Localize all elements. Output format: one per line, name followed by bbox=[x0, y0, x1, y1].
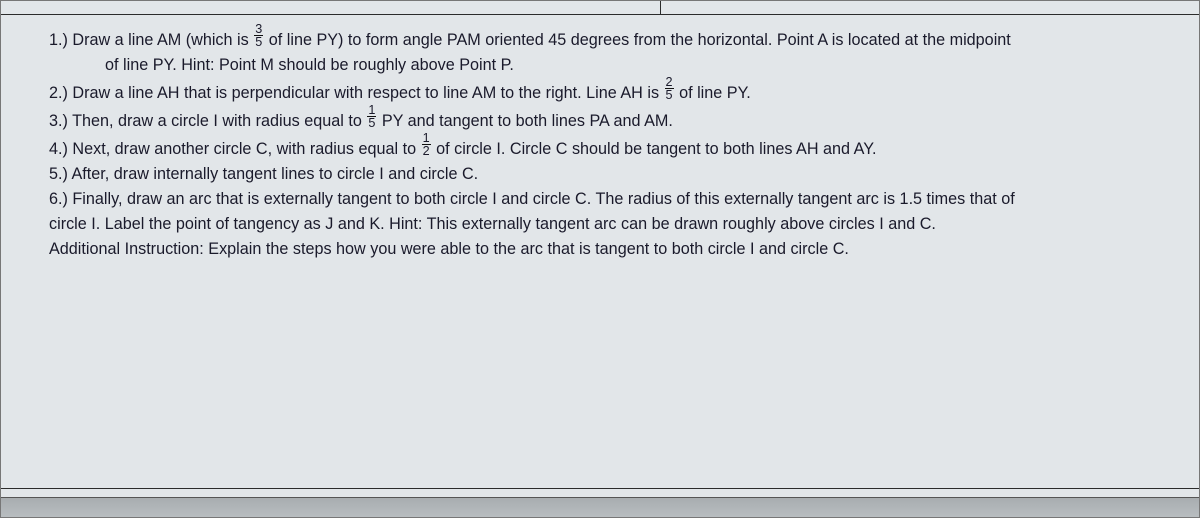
text: Additional Instruction: Explain the step… bbox=[49, 240, 849, 258]
text: Finally, draw an arc that is externally … bbox=[68, 190, 1015, 208]
document-page: 1.) Draw a line AM (which is 35 of line … bbox=[0, 0, 1200, 518]
text-pre: Then, draw a circle I with radius equal … bbox=[68, 112, 366, 130]
instructions-block: 1.) Draw a line AM (which is 35 of line … bbox=[1, 15, 1199, 262]
text: of line PY. Hint: Point M should be roug… bbox=[105, 56, 514, 74]
instruction-item: 6.) Finally, draw an arc that is externa… bbox=[49, 187, 1169, 212]
item-number: 1.) bbox=[49, 31, 68, 49]
text: After, draw internally tangent lines to … bbox=[68, 165, 478, 183]
instruction-item: 1.) Draw a line AM (which is 35 of line … bbox=[49, 25, 1169, 53]
fraction-den: 2 bbox=[422, 145, 431, 157]
text-pre: Draw a line AH that is perpendicular wit… bbox=[68, 84, 664, 102]
text-post: of line PY. bbox=[675, 84, 751, 102]
text-post: of circle I. Circle C should be tangent … bbox=[432, 140, 877, 158]
fraction-den: 5 bbox=[254, 36, 263, 48]
text-pre: Next, draw another circle C, with radius… bbox=[68, 140, 421, 158]
text-pre: Draw a line AM (which is bbox=[68, 31, 253, 49]
screen-bottom-band bbox=[1, 497, 1199, 517]
text: circle I. Label the point of tangency as… bbox=[49, 215, 936, 233]
instruction-item: 5.) After, draw internally tangent lines… bbox=[49, 162, 1169, 187]
instruction-item: 2.) Draw a line AH that is perpendicular… bbox=[49, 78, 1169, 106]
top-ruler-line bbox=[1, 1, 1199, 15]
instruction-item-cont: of line PY. Hint: Point M should be roug… bbox=[49, 53, 1169, 78]
fraction: 12 bbox=[421, 132, 432, 157]
fraction-den: 5 bbox=[665, 89, 674, 101]
fraction-den: 5 bbox=[367, 117, 376, 129]
item-number: 4.) bbox=[49, 140, 68, 158]
instruction-item: 4.) Next, draw another circle C, with ra… bbox=[49, 134, 1169, 162]
bottom-rule-line bbox=[1, 488, 1199, 489]
item-number: 2.) bbox=[49, 84, 68, 102]
item-number: 5.) bbox=[49, 165, 68, 183]
text-post: PY and tangent to both lines PA and AM. bbox=[377, 112, 672, 130]
instruction-item-cont: circle I. Label the point of tangency as… bbox=[49, 212, 1169, 237]
instruction-additional: Additional Instruction: Explain the step… bbox=[49, 237, 1169, 262]
item-number: 6.) bbox=[49, 190, 68, 208]
fraction: 15 bbox=[366, 104, 377, 129]
fraction: 25 bbox=[664, 76, 675, 101]
fraction: 35 bbox=[253, 23, 264, 48]
instruction-item: 3.) Then, draw a circle I with radius eq… bbox=[49, 106, 1169, 134]
text-post: of line PY) to form angle PAM oriented 4… bbox=[264, 31, 1011, 49]
item-number: 3.) bbox=[49, 112, 68, 130]
